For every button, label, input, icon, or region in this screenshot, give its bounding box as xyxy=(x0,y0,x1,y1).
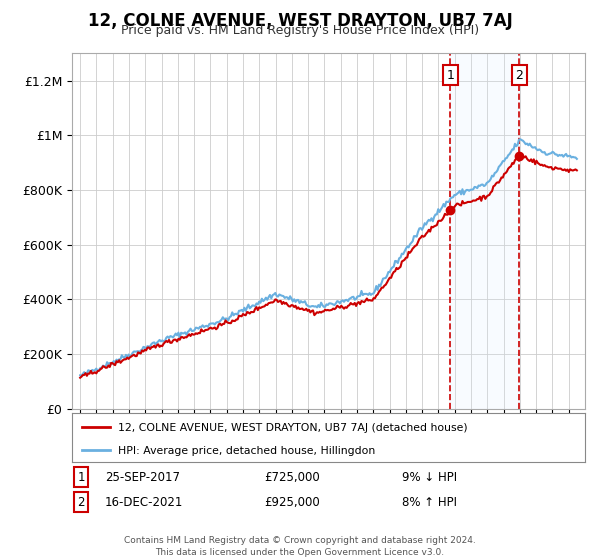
Text: £925,000: £925,000 xyxy=(264,496,320,509)
Text: 1: 1 xyxy=(446,68,454,82)
Text: HPI: Average price, detached house, Hillingdon: HPI: Average price, detached house, Hill… xyxy=(118,446,376,456)
Text: 16-DEC-2021: 16-DEC-2021 xyxy=(105,496,184,509)
Text: £725,000: £725,000 xyxy=(264,470,320,484)
Text: Contains HM Land Registry data © Crown copyright and database right 2024.
This d: Contains HM Land Registry data © Crown c… xyxy=(124,536,476,557)
Text: 9% ↓ HPI: 9% ↓ HPI xyxy=(402,470,457,484)
Text: 12, COLNE AVENUE, WEST DRAYTON, UB7 7AJ: 12, COLNE AVENUE, WEST DRAYTON, UB7 7AJ xyxy=(88,12,512,30)
Text: 12, COLNE AVENUE, WEST DRAYTON, UB7 7AJ (detached house): 12, COLNE AVENUE, WEST DRAYTON, UB7 7AJ … xyxy=(118,423,468,433)
Text: Price paid vs. HM Land Registry's House Price Index (HPI): Price paid vs. HM Land Registry's House … xyxy=(121,24,479,37)
Text: 2: 2 xyxy=(77,496,85,509)
Text: 2: 2 xyxy=(515,68,523,82)
Text: 25-SEP-2017: 25-SEP-2017 xyxy=(105,470,180,484)
Text: 8% ↑ HPI: 8% ↑ HPI xyxy=(402,496,457,509)
Text: 1: 1 xyxy=(77,470,85,484)
Bar xyxy=(451,53,519,409)
